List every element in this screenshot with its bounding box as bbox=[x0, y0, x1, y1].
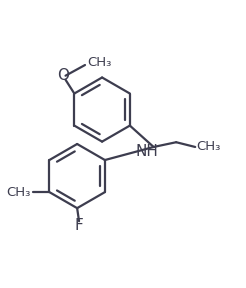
Text: CH₃: CH₃ bbox=[196, 141, 221, 154]
Text: CH₃: CH₃ bbox=[6, 185, 30, 199]
Text: F: F bbox=[75, 219, 83, 234]
Text: CH₃: CH₃ bbox=[87, 56, 112, 69]
Text: NH: NH bbox=[135, 144, 158, 159]
Text: O: O bbox=[57, 68, 69, 83]
